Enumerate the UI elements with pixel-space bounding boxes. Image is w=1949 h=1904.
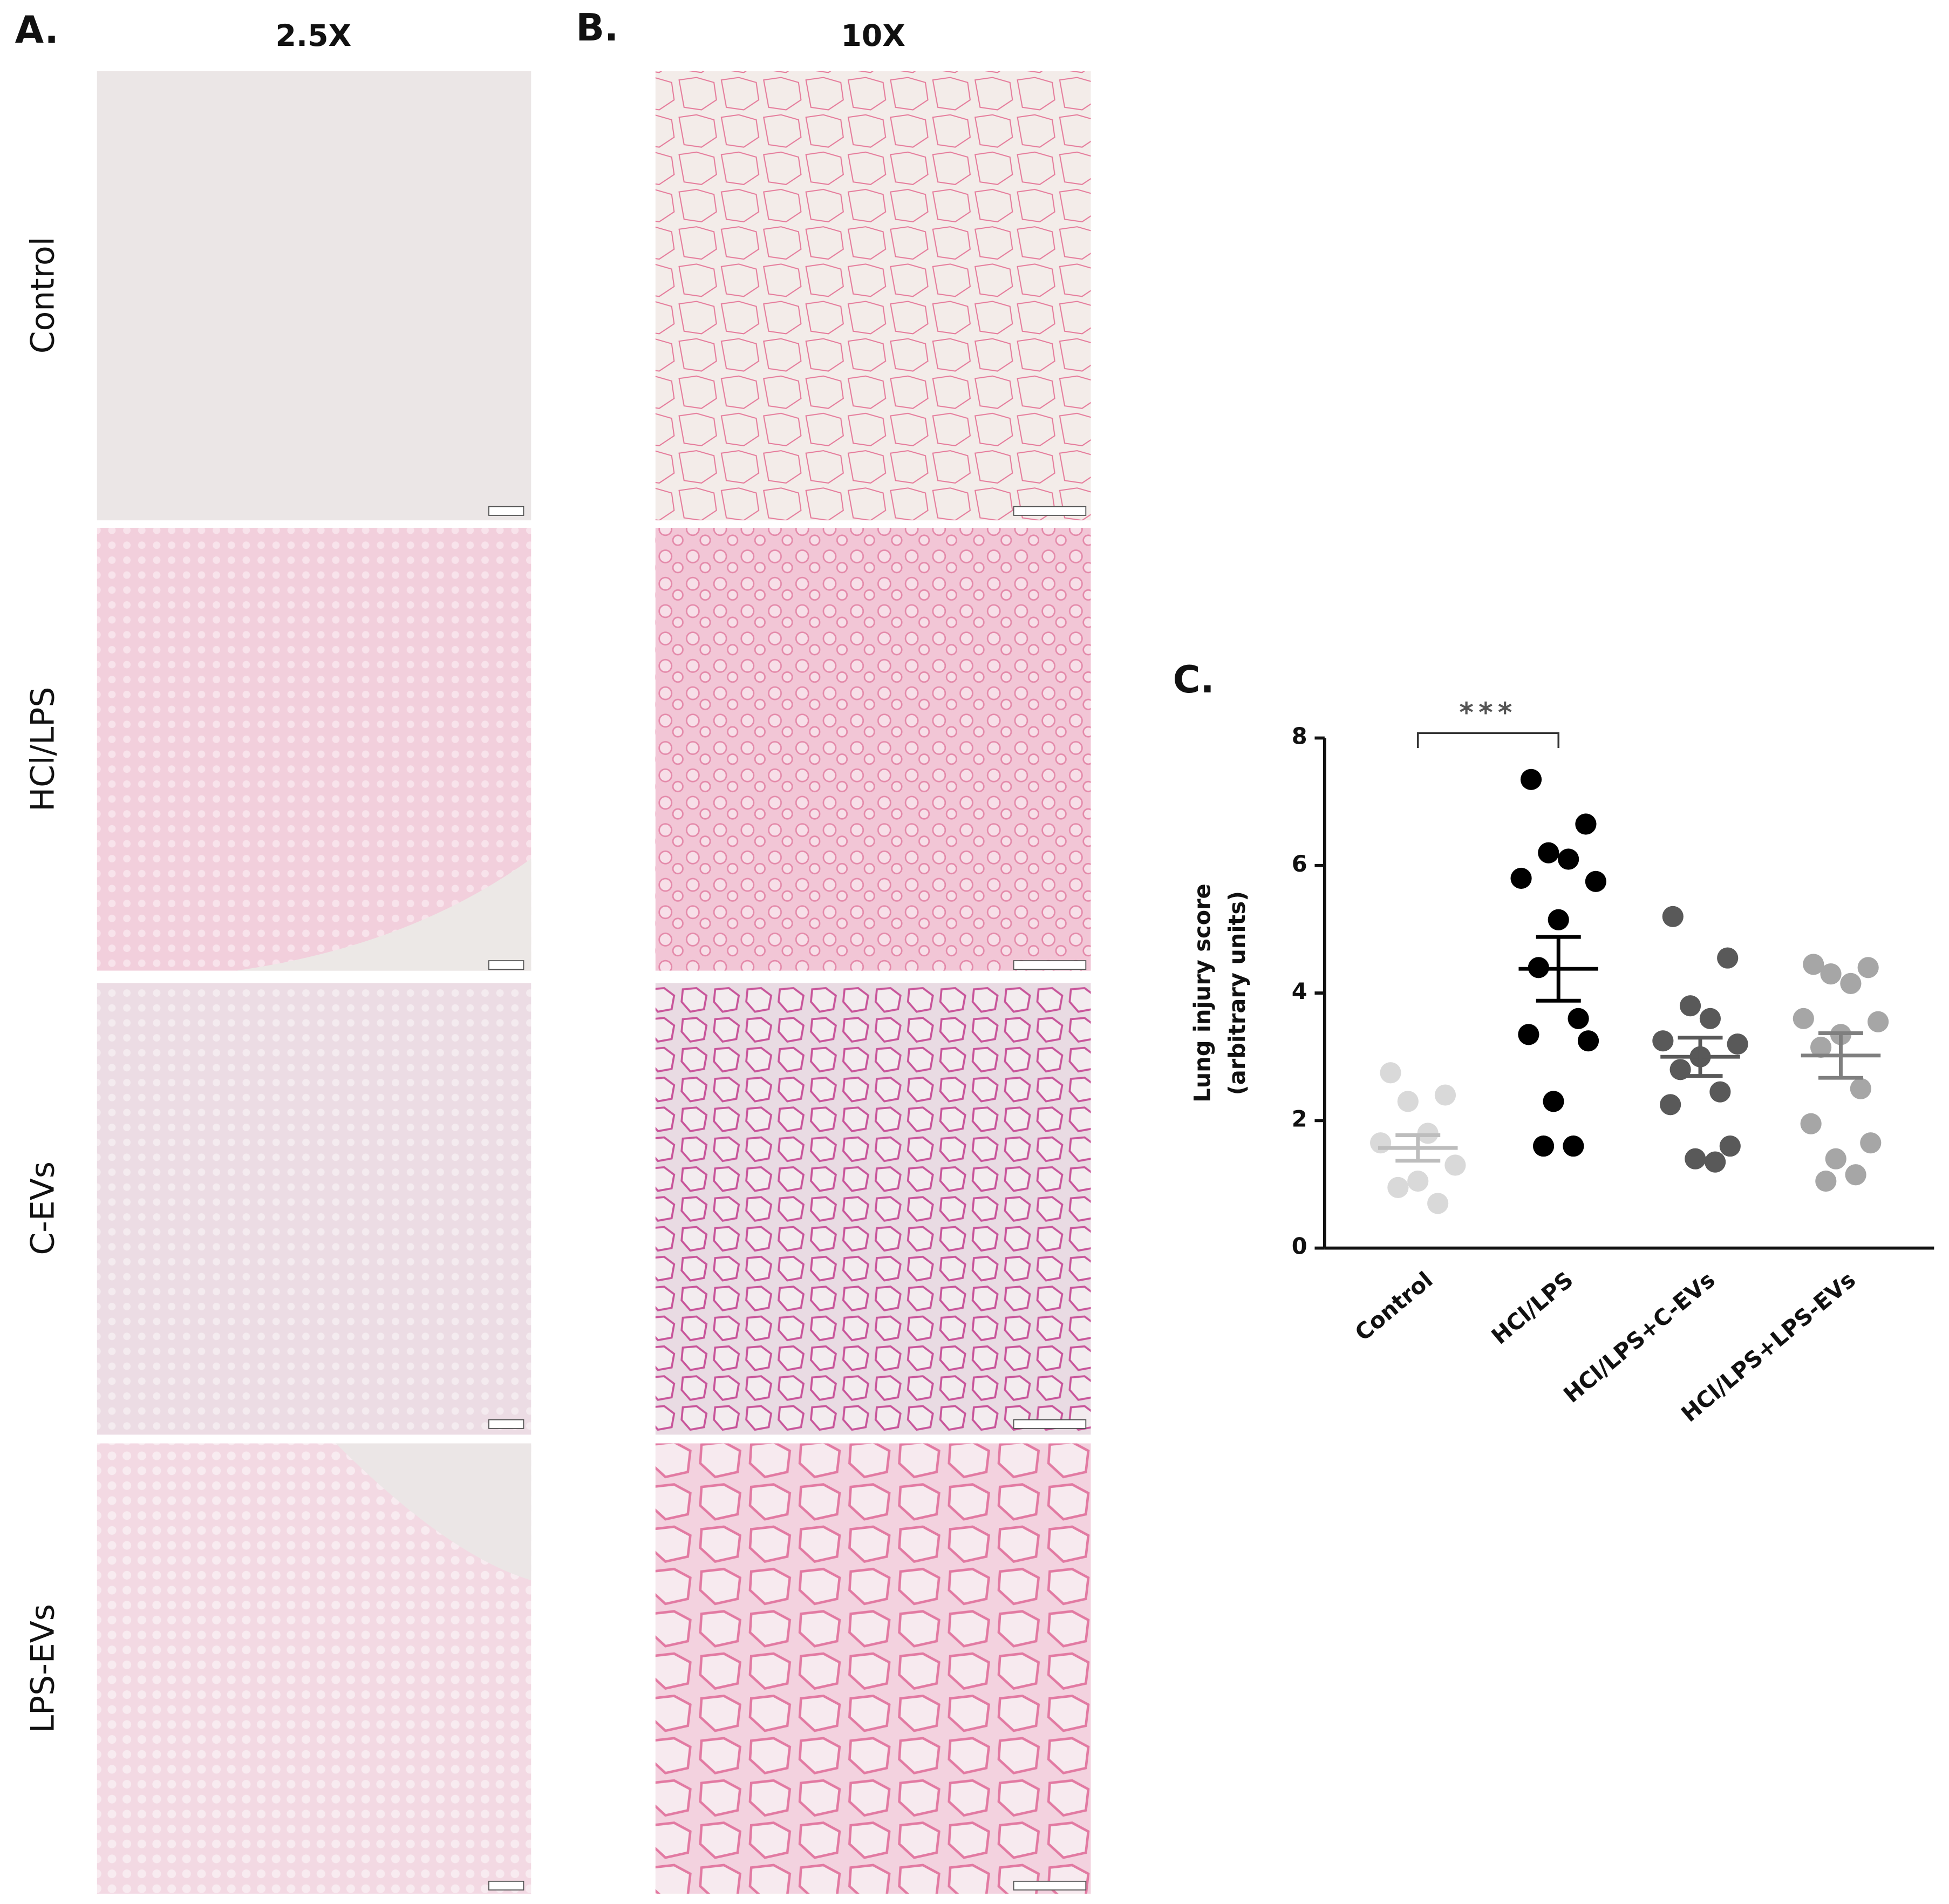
data-point bbox=[1532, 1135, 1555, 1157]
data-point bbox=[1815, 1170, 1837, 1192]
y-axis-label: Lung injury score bbox=[1189, 883, 1215, 1102]
data-point bbox=[1705, 1151, 1726, 1173]
data-point bbox=[1575, 813, 1597, 835]
data-point bbox=[1387, 1177, 1409, 1198]
x-tick-label: Control bbox=[1350, 1266, 1437, 1346]
y-tick-label: 0 bbox=[1292, 1233, 1307, 1260]
scale-bar bbox=[1013, 960, 1087, 970]
y-tick-label: 6 bbox=[1292, 851, 1307, 877]
significance-bracket bbox=[1417, 732, 1559, 748]
micrograph bbox=[97, 983, 531, 1435]
data-point bbox=[1719, 1135, 1741, 1157]
data-point bbox=[1563, 1135, 1584, 1157]
data-point bbox=[1558, 848, 1579, 870]
data-point bbox=[1699, 1008, 1721, 1029]
y-tick-label: 2 bbox=[1292, 1105, 1307, 1132]
scale-bar bbox=[1013, 506, 1087, 516]
data-point bbox=[1857, 957, 1879, 978]
panel-label: B. bbox=[576, 6, 618, 50]
data-point bbox=[1444, 1154, 1466, 1176]
panel-label: A. bbox=[15, 9, 59, 52]
data-point bbox=[1407, 1170, 1429, 1192]
micrograph bbox=[655, 983, 1091, 1435]
scale-bar bbox=[488, 960, 524, 970]
data-point bbox=[1548, 909, 1569, 930]
micrograph bbox=[655, 71, 1091, 521]
y-tick-label: 8 bbox=[1292, 723, 1307, 750]
data-point bbox=[1845, 1164, 1866, 1186]
scale-bar bbox=[488, 1419, 524, 1429]
annotation: *** bbox=[1459, 697, 1517, 729]
data-point bbox=[1800, 1113, 1822, 1134]
data-point bbox=[1434, 1084, 1456, 1106]
error-bar bbox=[1818, 1031, 1863, 1080]
data-point bbox=[1860, 1132, 1882, 1154]
y-axis-label: (arbitrary units) bbox=[1224, 891, 1250, 1095]
data-point bbox=[1397, 1091, 1419, 1112]
data-point bbox=[1538, 842, 1559, 863]
micrograph bbox=[655, 1443, 1091, 1894]
panel-title: 2.5X bbox=[276, 19, 352, 53]
row-label: Control bbox=[24, 237, 62, 354]
x-tick-label: HCl/LPS+C-EVs bbox=[1558, 1266, 1720, 1407]
data-point bbox=[1850, 1078, 1871, 1099]
data-point bbox=[1380, 1062, 1401, 1084]
micrograph-edge bbox=[236, 859, 531, 971]
data-point bbox=[1417, 1123, 1439, 1144]
data-point bbox=[1810, 1036, 1832, 1058]
data-point bbox=[1793, 1008, 1814, 1029]
data-point bbox=[1727, 1033, 1748, 1055]
data-point bbox=[1652, 1030, 1674, 1052]
data-point bbox=[1370, 1132, 1392, 1154]
row-label: LPS-EVs bbox=[24, 1604, 62, 1733]
data-point bbox=[1717, 947, 1739, 969]
data-point bbox=[1868, 1011, 1889, 1032]
micrograph bbox=[655, 527, 1091, 971]
data-point bbox=[1679, 995, 1701, 1017]
scale-bar bbox=[1013, 1880, 1087, 1891]
micrograph bbox=[97, 71, 531, 521]
error-bar bbox=[1536, 935, 1581, 1003]
data-point bbox=[1427, 1193, 1449, 1214]
micrograph bbox=[97, 527, 531, 971]
panel-label: C. bbox=[1173, 658, 1215, 702]
data-point bbox=[1660, 1094, 1681, 1116]
data-point bbox=[1510, 867, 1532, 889]
micrograph-edge bbox=[336, 1443, 531, 1581]
scale-bar bbox=[488, 506, 524, 516]
x-tick-label: HCl/LPS bbox=[1486, 1266, 1578, 1349]
data-point bbox=[1543, 1091, 1564, 1112]
data-point bbox=[1803, 954, 1824, 975]
data-point bbox=[1518, 1024, 1539, 1045]
data-point bbox=[1840, 973, 1862, 994]
data-point bbox=[1568, 1008, 1589, 1029]
row-label: C-EVs bbox=[24, 1161, 62, 1255]
row-label: HCl/LPS bbox=[24, 687, 62, 812]
micrographs bbox=[97, 71, 1091, 1894]
error-bar bbox=[1395, 1133, 1441, 1163]
data-point bbox=[1825, 1148, 1846, 1169]
data-point bbox=[1709, 1081, 1731, 1103]
scale-bar bbox=[1013, 1419, 1087, 1429]
data-point bbox=[1585, 871, 1606, 892]
data-point bbox=[1685, 1148, 1706, 1169]
panel-title: 10X bbox=[841, 19, 905, 53]
scale-bar bbox=[488, 1880, 524, 1891]
data-point bbox=[1577, 1030, 1599, 1052]
y-tick-label: 4 bbox=[1292, 978, 1307, 1004]
error-bar bbox=[1678, 1036, 1723, 1078]
data-point bbox=[1820, 963, 1842, 985]
data-point bbox=[1662, 906, 1684, 927]
data-point bbox=[1520, 769, 1542, 790]
